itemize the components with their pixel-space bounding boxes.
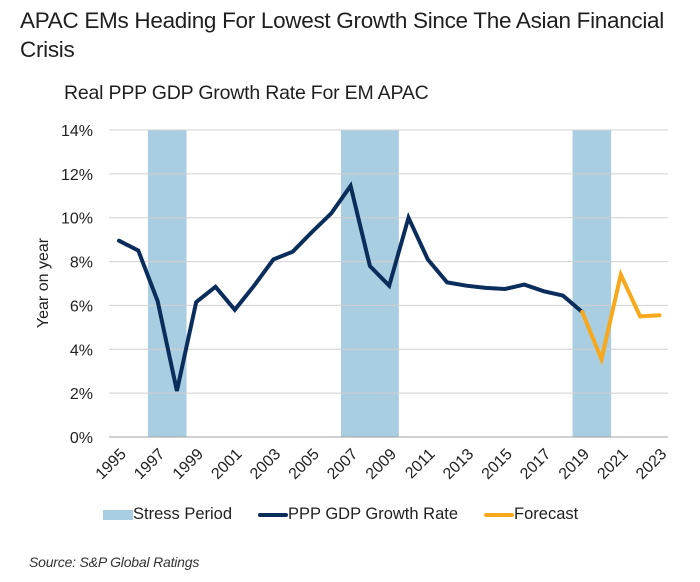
- growth-rate-line: [117, 181, 585, 392]
- y-tick-label: 0%: [70, 430, 93, 447]
- legend-swatch-growth: [258, 512, 289, 517]
- stress-period-band: [147, 130, 187, 437]
- x-tick-label: 2005: [286, 446, 323, 483]
- y-tick-label: 10%: [61, 211, 93, 228]
- x-tick-label: 1999: [170, 446, 207, 483]
- source-note: Source: S&P Global Ratings: [29, 554, 200, 570]
- legend-label: PPP GDP Growth Rate: [288, 505, 459, 523]
- x-tick-label: 1997: [131, 446, 168, 483]
- x-tick-label: 2013: [440, 446, 477, 483]
- y-tick-label: 6%: [70, 298, 93, 315]
- y-tick-label: 4%: [70, 342, 93, 359]
- legend-item-growth: PPP GDP Growth Rate: [258, 505, 458, 524]
- x-tick-label: 2023: [633, 446, 670, 483]
- legend-swatch-stress: [103, 509, 133, 520]
- page-title: APAC EMs Heading For Lowest Growth Since…: [20, 8, 664, 62]
- chart: 0% 2% 4% 6% 8% 10% 12% 14% 1995 1997 1999 2001 2003…: [35, 123, 670, 483]
- legend: Stress Period PPP GDP Growth Rate Foreca…: [103, 505, 604, 524]
- legend-label: Stress Period: [133, 505, 233, 523]
- legend-item-forecast: Forecast: [484, 505, 578, 524]
- stress-period-band: [572, 130, 612, 437]
- x-tick-label: 2003: [247, 446, 284, 483]
- x-tick-label: 2001: [208, 446, 245, 483]
- y-tick-label: 12%: [61, 167, 93, 184]
- x-tick-label: 2009: [363, 446, 400, 483]
- x-tick-label: 2021: [594, 446, 631, 483]
- y-tick-label: 8%: [70, 255, 93, 272]
- legend-item-stress: Stress Period: [103, 505, 232, 524]
- x-tick-label: 2019: [556, 446, 593, 483]
- x-tick-label: 2011: [402, 446, 438, 482]
- legend-swatch-forecast: [484, 512, 515, 517]
- y-tick-label: 14%: [61, 123, 93, 140]
- legend-label: Forecast: [514, 505, 579, 523]
- x-tick-label: 2007: [324, 446, 361, 483]
- y-axis-label: Year on year: [35, 237, 52, 328]
- x-tick-label: 2015: [479, 446, 516, 483]
- x-tick-label: 2017: [517, 446, 554, 483]
- chart-title: Real PPP GDP Growth Rate For EM APAC: [64, 82, 429, 104]
- forecast-line: [580, 268, 662, 366]
- y-tick-label: 2%: [70, 386, 93, 403]
- x-tick-label: 1995: [93, 446, 130, 483]
